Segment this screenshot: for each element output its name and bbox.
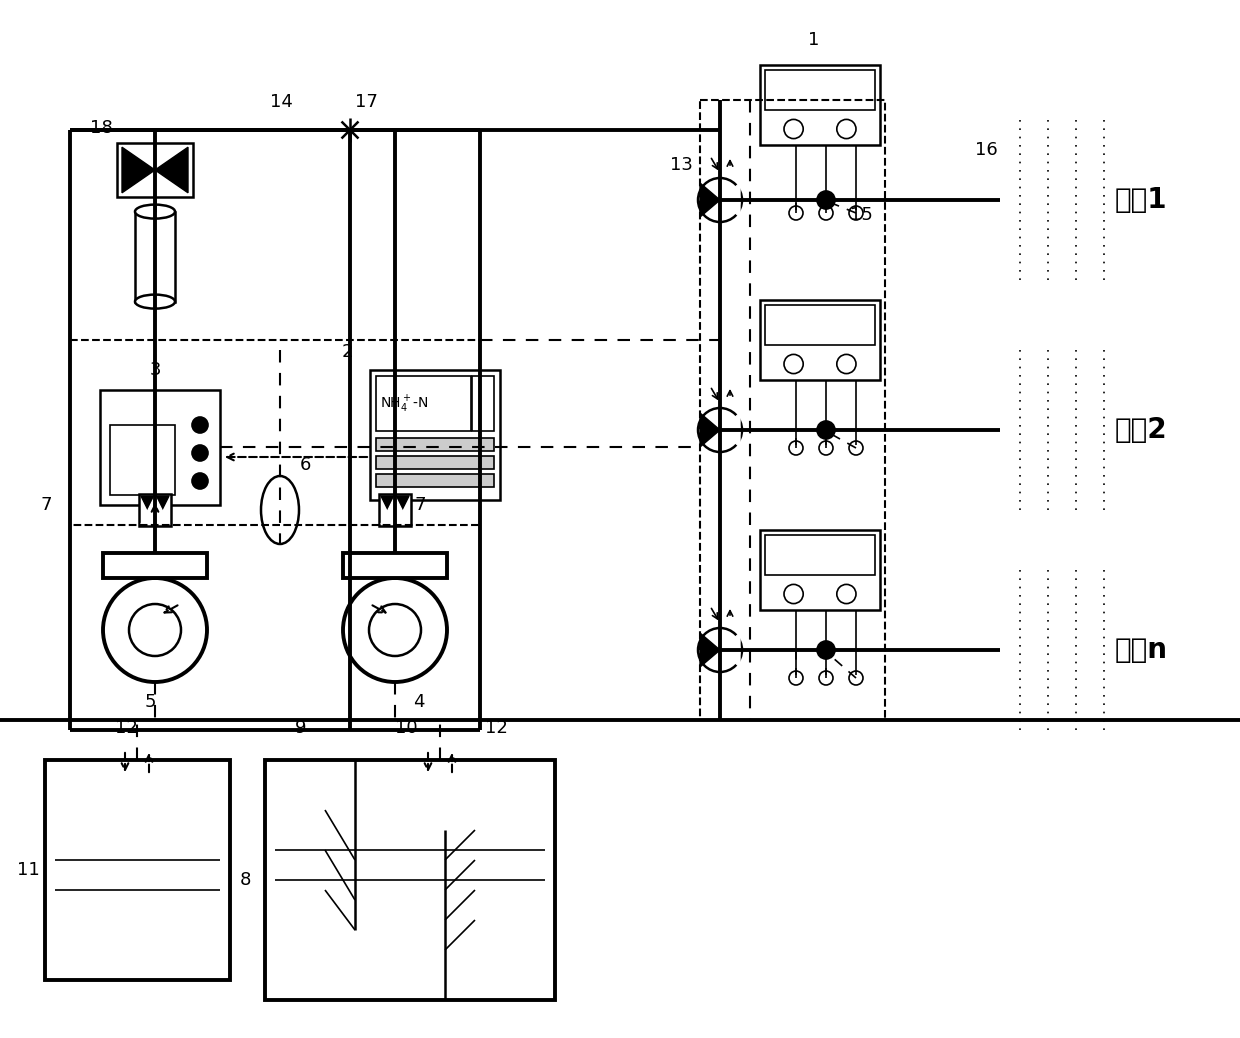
Bar <box>69 340 480 525</box>
Circle shape <box>849 206 863 220</box>
Circle shape <box>818 441 833 455</box>
Text: 大棚2: 大棚2 <box>1115 416 1168 444</box>
Text: 12: 12 <box>485 719 508 737</box>
Text: 16: 16 <box>975 141 998 159</box>
Polygon shape <box>381 496 409 524</box>
Circle shape <box>192 417 208 433</box>
Bar <box>765 305 875 345</box>
Text: 3: 3 <box>149 361 161 379</box>
Circle shape <box>817 641 835 659</box>
Text: 15: 15 <box>849 206 873 224</box>
Circle shape <box>784 119 804 139</box>
Bar <box>760 530 880 610</box>
Circle shape <box>370 604 422 656</box>
Text: 17: 17 <box>355 93 378 111</box>
Bar <box>765 70 875 110</box>
Bar <box>45 760 229 980</box>
Text: 5: 5 <box>145 693 156 711</box>
Polygon shape <box>720 183 740 217</box>
Circle shape <box>192 445 208 461</box>
Bar <box>135 212 175 302</box>
Circle shape <box>784 354 804 374</box>
Text: 7: 7 <box>40 496 52 514</box>
Circle shape <box>837 354 856 374</box>
Bar <box>472 376 494 431</box>
Circle shape <box>343 578 446 682</box>
Polygon shape <box>720 413 740 447</box>
Bar <box>370 370 500 500</box>
Text: 2: 2 <box>342 343 353 361</box>
Circle shape <box>192 473 208 489</box>
Circle shape <box>698 628 742 672</box>
Text: 大棚n: 大棚n <box>1115 636 1168 664</box>
Circle shape <box>818 671 833 685</box>
Bar <box>765 535 875 575</box>
Polygon shape <box>141 496 169 524</box>
Bar <box>103 553 207 578</box>
Circle shape <box>103 578 207 682</box>
Bar <box>760 300 880 380</box>
Text: 6: 6 <box>300 456 311 474</box>
Text: 7: 7 <box>415 496 427 514</box>
Circle shape <box>817 191 835 209</box>
Ellipse shape <box>135 204 175 219</box>
Bar <box>760 65 880 145</box>
Circle shape <box>789 441 804 455</box>
Bar <box>376 456 494 469</box>
Circle shape <box>698 408 742 452</box>
Polygon shape <box>720 633 740 667</box>
Text: 14: 14 <box>270 93 293 111</box>
Polygon shape <box>701 633 720 667</box>
Circle shape <box>129 604 181 656</box>
Circle shape <box>784 584 804 604</box>
Circle shape <box>817 421 835 439</box>
Polygon shape <box>122 147 155 193</box>
Circle shape <box>849 441 863 455</box>
Text: 4: 4 <box>413 693 424 711</box>
Ellipse shape <box>260 476 299 544</box>
Polygon shape <box>701 413 720 447</box>
Circle shape <box>849 671 863 685</box>
Bar <box>343 553 446 578</box>
Polygon shape <box>701 183 720 217</box>
Bar <box>376 438 494 450</box>
Bar <box>139 494 171 526</box>
Polygon shape <box>141 496 169 524</box>
Text: 大棚1: 大棚1 <box>1115 186 1168 214</box>
Bar <box>379 494 410 526</box>
Text: 13: 13 <box>670 156 693 174</box>
Ellipse shape <box>135 295 175 308</box>
Text: NH$_4^+$-N: NH$_4^+$-N <box>379 393 429 414</box>
Circle shape <box>789 671 804 685</box>
Bar <box>117 143 193 196</box>
Bar <box>376 376 471 431</box>
Text: 8: 8 <box>241 871 252 889</box>
Circle shape <box>818 206 833 220</box>
Bar <box>376 474 494 487</box>
Text: 11: 11 <box>17 861 40 879</box>
Text: 9: 9 <box>295 719 306 737</box>
Polygon shape <box>155 147 188 193</box>
Circle shape <box>698 177 742 222</box>
Circle shape <box>837 119 856 139</box>
Circle shape <box>837 584 856 604</box>
Text: 10: 10 <box>396 719 418 737</box>
Text: 12: 12 <box>115 719 138 737</box>
Bar <box>265 760 556 1000</box>
Bar <box>701 100 885 720</box>
Polygon shape <box>381 496 409 524</box>
Bar <box>110 425 175 495</box>
Circle shape <box>789 206 804 220</box>
Text: 18: 18 <box>91 119 113 137</box>
Bar <box>100 390 219 506</box>
Text: 1: 1 <box>808 31 820 49</box>
